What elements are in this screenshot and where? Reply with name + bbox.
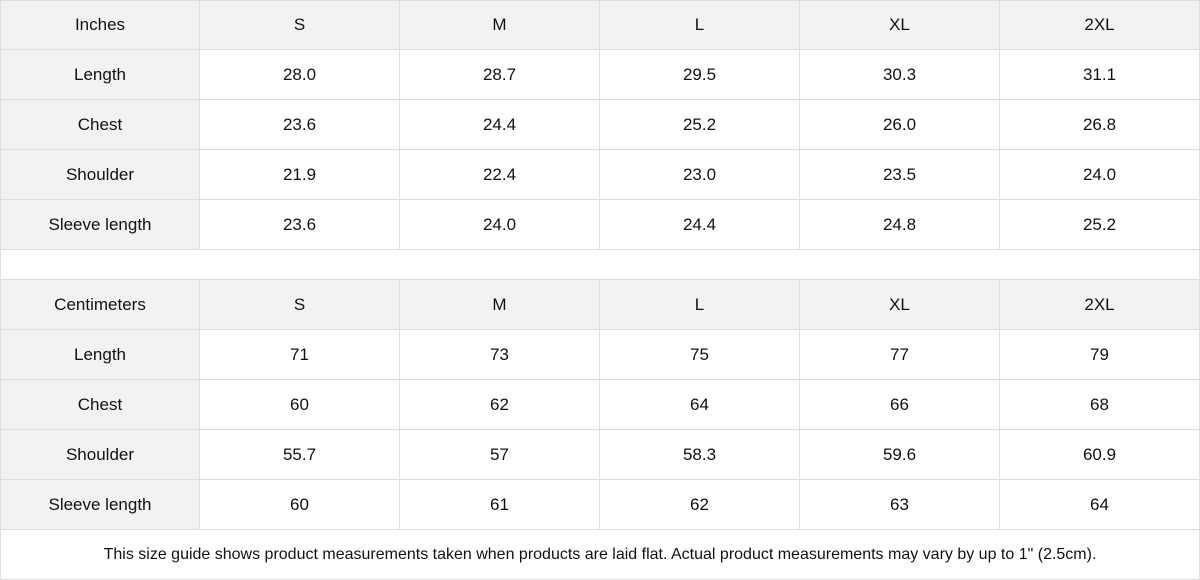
- table-row: Chest 23.6 24.4 25.2 26.0 26.8: [0, 100, 1200, 150]
- row-label: Chest: [0, 380, 200, 430]
- row-label: Sleeve length: [0, 480, 200, 530]
- table-cell: 25.2: [1000, 200, 1200, 250]
- column-header: 2XL: [1000, 280, 1200, 330]
- table-cell: 24.0: [1000, 150, 1200, 200]
- table-cell: 31.1: [1000, 50, 1200, 100]
- table-cell: 64: [1000, 480, 1200, 530]
- row-label: Chest: [0, 100, 200, 150]
- column-header: S: [200, 0, 400, 50]
- table-cell: 60: [200, 380, 400, 430]
- table-cell: 71: [200, 330, 400, 380]
- size-guide-note: This size guide shows product measuremen…: [0, 530, 1200, 580]
- column-header: Centimeters: [0, 280, 200, 330]
- table-header-row: Inches S M L XL 2XL: [0, 0, 1200, 50]
- table-cell: 61: [400, 480, 600, 530]
- table-cell: 55.7: [200, 430, 400, 480]
- table-cell: 26.8: [1000, 100, 1200, 150]
- table-cell: 26.0: [800, 100, 1000, 150]
- column-header: Inches: [0, 0, 200, 50]
- column-header: XL: [800, 280, 1000, 330]
- table-cell: 23.0: [600, 150, 800, 200]
- inches-size-table: Inches S M L XL 2XL Length 28.0 28.7 29.5 30.3 31.1…: [0, 0, 1200, 250]
- table-cell: 23.5: [800, 150, 1000, 200]
- table-cell: 24.4: [400, 100, 600, 150]
- table-cell: 60.9: [1000, 430, 1200, 480]
- table-cell: 66: [800, 380, 1000, 430]
- table-cell: 75: [600, 330, 800, 380]
- table-cell: 73: [400, 330, 600, 380]
- column-header: S: [200, 280, 400, 330]
- table-cell: 29.5: [600, 50, 800, 100]
- table-row: Length 28.0 28.7 29.5 30.3 31.1: [0, 50, 1200, 100]
- table-cell: 60: [200, 480, 400, 530]
- table-row: Shoulder 21.9 22.4 23.0 23.5 24.0: [0, 150, 1200, 200]
- table-cell: 21.9: [200, 150, 400, 200]
- table-cell: 24.4: [600, 200, 800, 250]
- table-cell: 23.6: [200, 200, 400, 250]
- row-label: Shoulder: [0, 150, 200, 200]
- table-cell: 79: [1000, 330, 1200, 380]
- table-cell: 30.3: [800, 50, 1000, 100]
- table-cell: 28.7: [400, 50, 600, 100]
- table-row: Shoulder 55.7 57 58.3 59.6 60.9: [0, 430, 1200, 480]
- table-row: Sleeve length 60 61 62 63 64: [0, 480, 1200, 530]
- table-cell: 22.4: [400, 150, 600, 200]
- table-cell: 24.0: [400, 200, 600, 250]
- row-label: Length: [0, 330, 200, 380]
- column-header: M: [400, 280, 600, 330]
- column-header: L: [600, 0, 800, 50]
- column-header: M: [400, 0, 600, 50]
- table-cell: 68: [1000, 380, 1200, 430]
- table-cell: 25.2: [600, 100, 800, 150]
- column-header: XL: [800, 0, 1000, 50]
- row-label: Length: [0, 50, 200, 100]
- table-cell: 58.3: [600, 430, 800, 480]
- table-cell: 23.6: [200, 100, 400, 150]
- table-cell: 59.6: [800, 430, 1000, 480]
- table-row: Sleeve length 23.6 24.0 24.4 24.8 25.2: [0, 200, 1200, 250]
- centimeters-size-table: Centimeters S M L XL 2XL Length 71 73 75 77 79 Chest…: [0, 280, 1200, 530]
- table-row: Length 71 73 75 77 79: [0, 330, 1200, 380]
- table-spacer: [0, 250, 1200, 280]
- table-cell: 57: [400, 430, 600, 480]
- table-header-row: Centimeters S M L XL 2XL: [0, 280, 1200, 330]
- column-header: 2XL: [1000, 0, 1200, 50]
- table-cell: 62: [600, 480, 800, 530]
- table-cell: 24.8: [800, 200, 1000, 250]
- table-cell: 64: [600, 380, 800, 430]
- table-cell: 63: [800, 480, 1000, 530]
- table-cell: 28.0: [200, 50, 400, 100]
- table-cell: 77: [800, 330, 1000, 380]
- row-label: Sleeve length: [0, 200, 200, 250]
- row-label: Shoulder: [0, 430, 200, 480]
- column-header: L: [600, 280, 800, 330]
- table-cell: 62: [400, 380, 600, 430]
- table-row: Chest 60 62 64 66 68: [0, 380, 1200, 430]
